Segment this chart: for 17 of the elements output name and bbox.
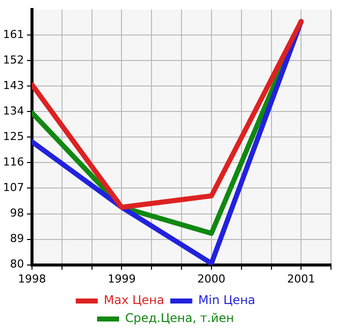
legend-label: Min Цена bbox=[198, 293, 256, 308]
y-tick-label: 80 bbox=[10, 258, 24, 271]
x-tick-label: 1998 bbox=[18, 272, 46, 286]
y-tick-label: 107 bbox=[2, 181, 24, 194]
y-tick-label: 98 bbox=[10, 206, 24, 220]
y-tick-label: 116 bbox=[2, 156, 24, 169]
y-tick-label: 143 bbox=[2, 79, 24, 92]
y-tick-label: 89 bbox=[10, 232, 24, 246]
y-tick-label: 161 bbox=[2, 28, 24, 41]
legend-label: Max Цена bbox=[104, 293, 164, 308]
y-tick-label: 152 bbox=[2, 54, 24, 66]
legend-label: Сред.Цена, т.йен bbox=[125, 311, 234, 326]
y-tick-label: 134 bbox=[2, 104, 24, 118]
x-tick-label: 1999 bbox=[108, 272, 136, 286]
x-tick-label: 2001 bbox=[287, 272, 316, 286]
y-tick-label: 125 bbox=[2, 130, 24, 144]
x-tick-label: 2000 bbox=[197, 272, 226, 286]
